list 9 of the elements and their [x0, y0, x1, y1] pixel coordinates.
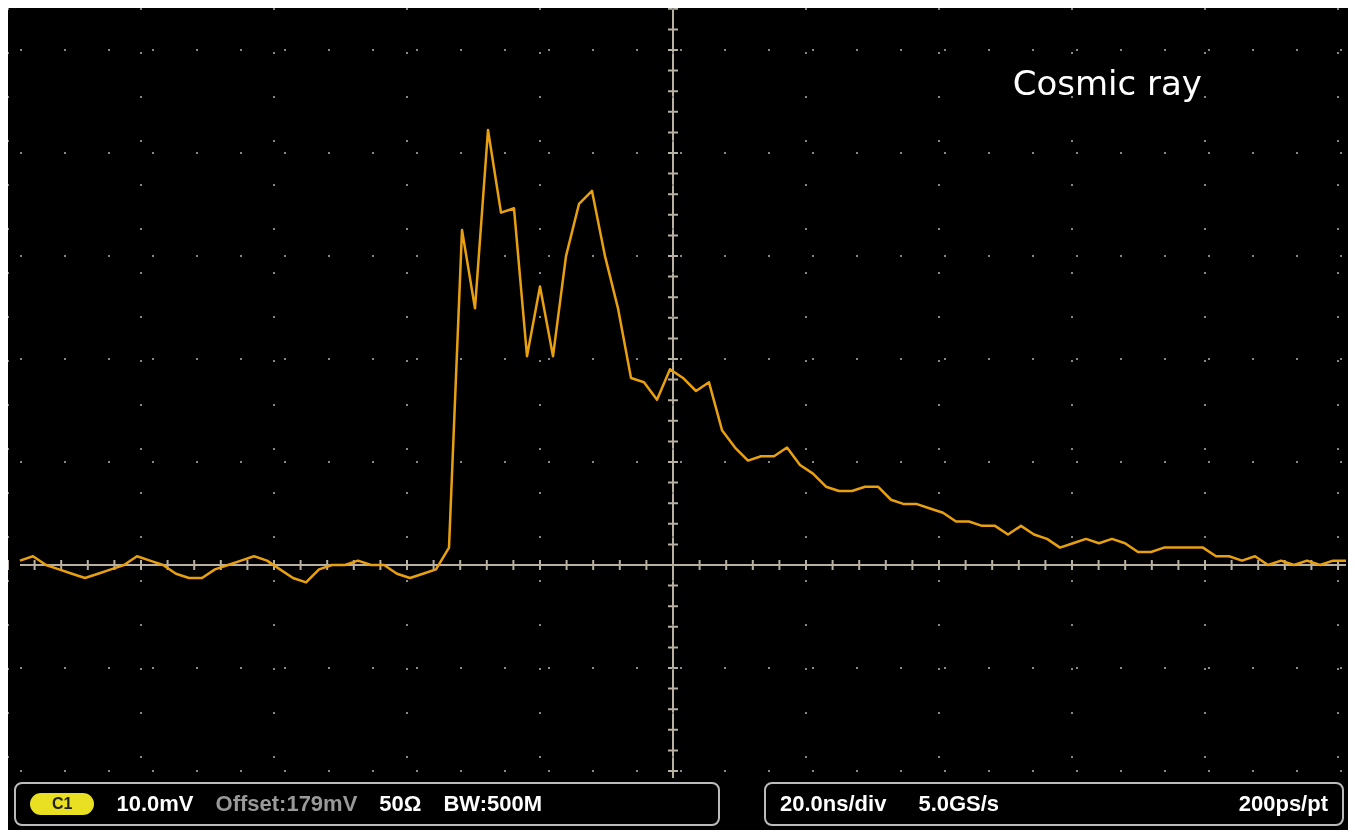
text: BW:500M [443, 791, 543, 817]
text: 10.0mV [116, 791, 194, 817]
text: Offset:179mV [215, 791, 358, 817]
text: 50Ω [379, 791, 422, 817]
text: Cosmic ray [1012, 63, 1202, 103]
text: C1 [30, 793, 95, 815]
text: 20.0ns/div [780, 791, 887, 817]
text: 200ps/pt [1238, 791, 1328, 817]
text: 5.0GS/s [918, 791, 1000, 817]
